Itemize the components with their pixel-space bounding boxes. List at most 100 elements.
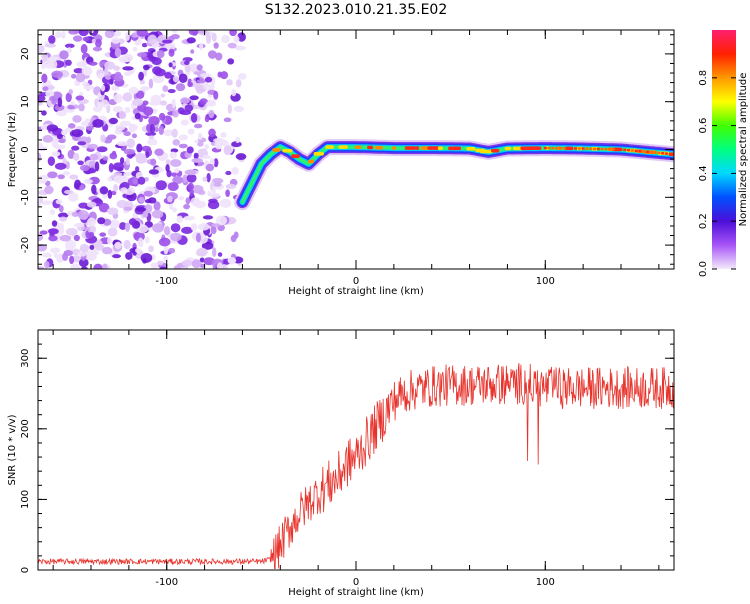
noise-blob — [143, 190, 153, 197]
signal-hotspot — [661, 152, 665, 155]
noise-blob — [78, 92, 84, 97]
noise-blob — [128, 123, 137, 133]
noise-blob — [165, 164, 170, 173]
noise-blob — [58, 212, 69, 219]
signal-hotspot — [577, 147, 581, 150]
noise-blob — [76, 61, 88, 68]
signal-hotspot — [611, 148, 615, 151]
noise-blob — [170, 232, 182, 242]
noise-blob — [235, 79, 242, 88]
noise-blob — [114, 71, 122, 78]
noise-blob — [80, 43, 88, 54]
noise-blob — [211, 32, 217, 43]
noise-blob — [111, 190, 117, 196]
noise-blob — [87, 217, 97, 227]
noise-blob — [175, 83, 186, 92]
signal-hotspot — [543, 146, 547, 150]
noise-blob — [107, 236, 112, 245]
noise-blob — [225, 170, 232, 176]
heatmap-y-tick-label: 0 — [20, 146, 31, 152]
noise-blob — [38, 101, 43, 106]
noise-blob — [134, 152, 146, 160]
noise-blob — [154, 127, 159, 133]
noise-blob — [178, 143, 188, 149]
noise-blob — [148, 245, 154, 253]
noise-blob — [140, 252, 153, 263]
noise-blob — [100, 99, 109, 108]
noise-blob — [168, 48, 175, 57]
noise-blob — [44, 185, 54, 195]
noise-blob — [138, 196, 145, 203]
noise-blob — [41, 252, 53, 258]
noise-blob — [116, 141, 128, 147]
signal-hotspot — [307, 159, 315, 164]
noise-blob — [51, 70, 63, 78]
signal-hotspot — [448, 146, 462, 151]
noise-blob — [123, 131, 131, 137]
noise-blob — [41, 110, 47, 116]
noise-blob — [233, 105, 245, 112]
noise-blob — [89, 244, 95, 250]
snr-x-tick-label: 0 — [353, 577, 359, 588]
noise-blob — [122, 92, 133, 102]
noise-blob — [223, 117, 232, 123]
noise-blob — [58, 138, 66, 144]
noise-blob — [136, 30, 148, 37]
signal-hotspot — [272, 148, 281, 152]
noise-blob — [88, 231, 95, 238]
noise-blob — [199, 42, 204, 51]
noise-blob — [147, 197, 157, 204]
noise-blob — [92, 46, 103, 52]
noise-blob — [111, 85, 120, 91]
noise-blob — [73, 234, 80, 242]
noise-blob — [107, 227, 118, 237]
noise-blob — [196, 64, 203, 71]
noise-blob — [167, 195, 173, 203]
heatmap-y-tick-label: -20 — [20, 237, 31, 253]
noise-blob — [178, 73, 188, 84]
heatmap-y-axis-label: Frequency (Hz) — [7, 112, 18, 188]
heatmap-x-axis-label: Height of straight line (km) — [288, 286, 424, 297]
noise-blob — [160, 93, 166, 98]
signal-hotspot — [619, 148, 623, 151]
noise-blob — [72, 115, 82, 123]
noise-blob — [202, 215, 214, 220]
noise-blob — [65, 92, 72, 103]
noise-blob — [41, 73, 48, 83]
noise-blob — [125, 252, 133, 260]
noise-blob — [213, 90, 219, 100]
noise-blob — [234, 45, 247, 51]
noise-blob — [158, 237, 171, 247]
chart-title: S132.2023.010.21.35.E02 — [265, 2, 448, 18]
noise-blob — [54, 162, 67, 170]
noise-blob — [77, 160, 84, 166]
noise-blob — [162, 85, 169, 92]
noise-blob — [55, 199, 63, 205]
noise-blob — [151, 57, 162, 66]
noise-blob — [178, 195, 185, 201]
noise-blob — [57, 174, 65, 180]
noise-blob — [48, 228, 59, 235]
noise-blob — [168, 202, 174, 210]
noise-blob — [206, 100, 217, 107]
noise-blob — [197, 141, 204, 147]
noise-blob — [165, 159, 171, 166]
noise-blob — [74, 179, 82, 190]
noise-blob — [132, 98, 144, 106]
noise-blob — [104, 30, 115, 39]
colorbar-label: Normalized spectral amplitude — [738, 73, 749, 227]
noise-blob — [191, 259, 202, 269]
noise-blob — [205, 34, 212, 44]
signal-hotspot — [282, 148, 293, 153]
noise-blob — [182, 174, 189, 183]
noise-blob — [38, 266, 45, 269]
noise-blob — [217, 252, 223, 257]
noise-blob — [174, 168, 180, 174]
noise-blob — [213, 182, 222, 187]
noise-blob — [131, 133, 138, 139]
noise-blob — [184, 169, 197, 176]
signal-hotspot — [547, 146, 551, 150]
noise-blob — [137, 237, 144, 248]
noise-blob — [154, 68, 166, 77]
